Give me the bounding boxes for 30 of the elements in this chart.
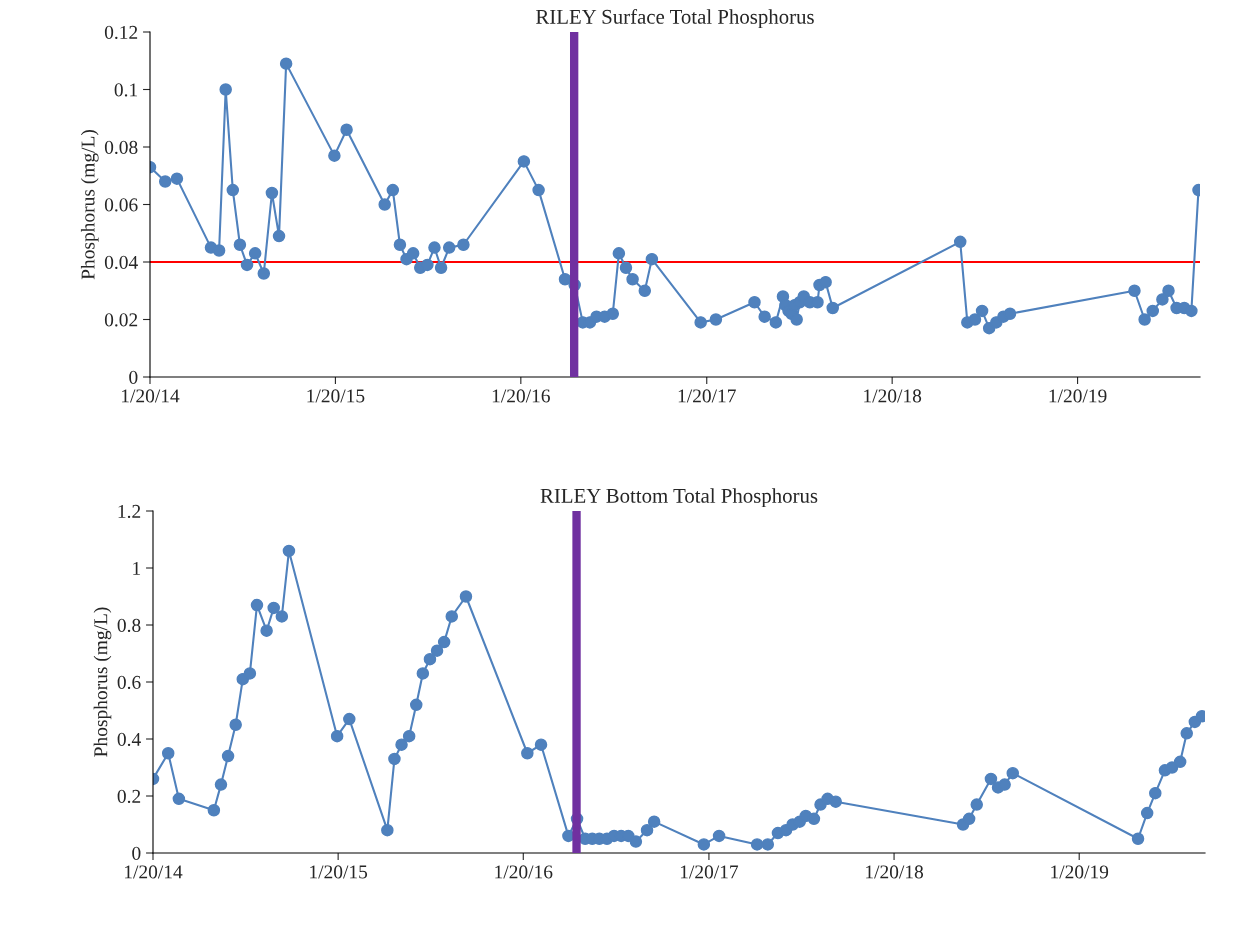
- x-tick-label: 1/20/14: [125, 865, 183, 879]
- y-tick-label: 0.12: [104, 25, 138, 40]
- y-tick-label: 1: [133, 561, 141, 575]
- y-tick-label: 0.04: [104, 255, 138, 270]
- x-tick-label: 1/20/17: [680, 865, 739, 879]
- chart-title: RILEY Bottom Total Phosphorus: [540, 488, 818, 508]
- y-tick-label: 0.2: [117, 789, 141, 804]
- x-tick-label: 1/20/15: [307, 389, 365, 403]
- y-tick-label: 0: [129, 370, 138, 384]
- x-tick-label: 1/20/15: [310, 865, 368, 879]
- x-tick-label: 1/20/18: [866, 865, 924, 879]
- x-tick-label: 1/20/16: [492, 389, 550, 403]
- y-tick-label: 0.1: [114, 83, 138, 97]
- chart-title: RILEY Surface Total Phosphorus: [536, 9, 814, 29]
- y-tick-label: 0: [132, 846, 141, 860]
- x-tick-label: 1/20/19: [1051, 865, 1109, 879]
- y-tick-label: 0.4: [117, 732, 141, 747]
- x-tick-label: 1/20/14: [122, 389, 180, 403]
- y-tick-label: 0.08: [104, 140, 138, 155]
- y-tick-label: 0.8: [117, 618, 141, 633]
- x-tick-label: 1/20/18: [864, 389, 922, 403]
- x-tick-label: 1/20/19: [1049, 389, 1107, 403]
- y-tick-label: 0.02: [104, 313, 138, 327]
- y-axis-title: Phosphorus (mg/L): [80, 130, 99, 280]
- y-tick-label: 0.6: [117, 675, 141, 690]
- y-tick-label: 0.06: [104, 198, 138, 212]
- y-tick-label: 1.2: [118, 504, 141, 519]
- x-tick-label: 1/20/17: [678, 389, 736, 403]
- x-tick-label: 1/20/16: [495, 865, 553, 879]
- y-axis-title: Phosphorus (mg/L): [93, 607, 112, 757]
